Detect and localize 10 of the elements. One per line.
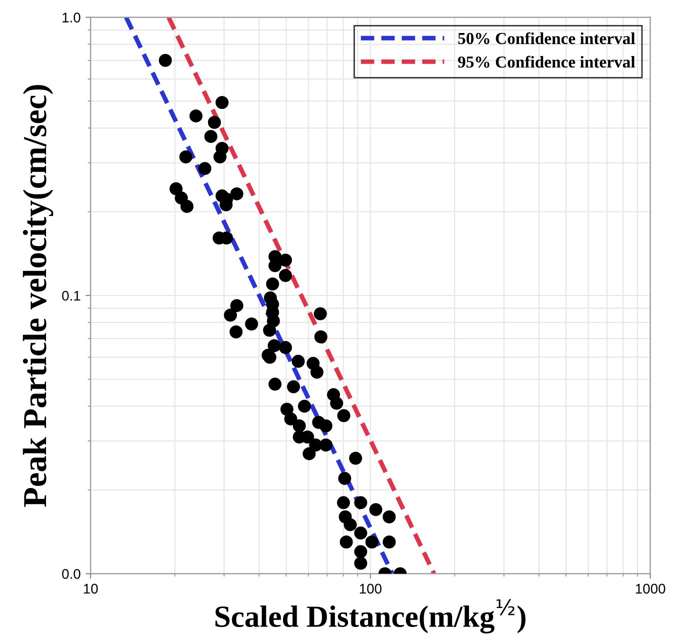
y-tick-label: 0.1 — [62, 290, 80, 301]
x-tick-label: 10 — [84, 584, 98, 594]
x-tick-label: 1000 — [636, 584, 666, 594]
x-tick-label: 100 — [360, 584, 382, 594]
x-axis-title: Scaled Distance(m/kg$^{½}$) — [215, 599, 526, 634]
y-axis-title: Peak Particle velocity(cm/sec) — [22, 85, 54, 507]
y-tick-label: 1.0 — [62, 12, 80, 22]
y-tick-label: 0.0 — [62, 569, 80, 579]
text: 95% Confidence interval — [458, 56, 636, 68]
text: 50% Confidence interval — [458, 32, 636, 44]
